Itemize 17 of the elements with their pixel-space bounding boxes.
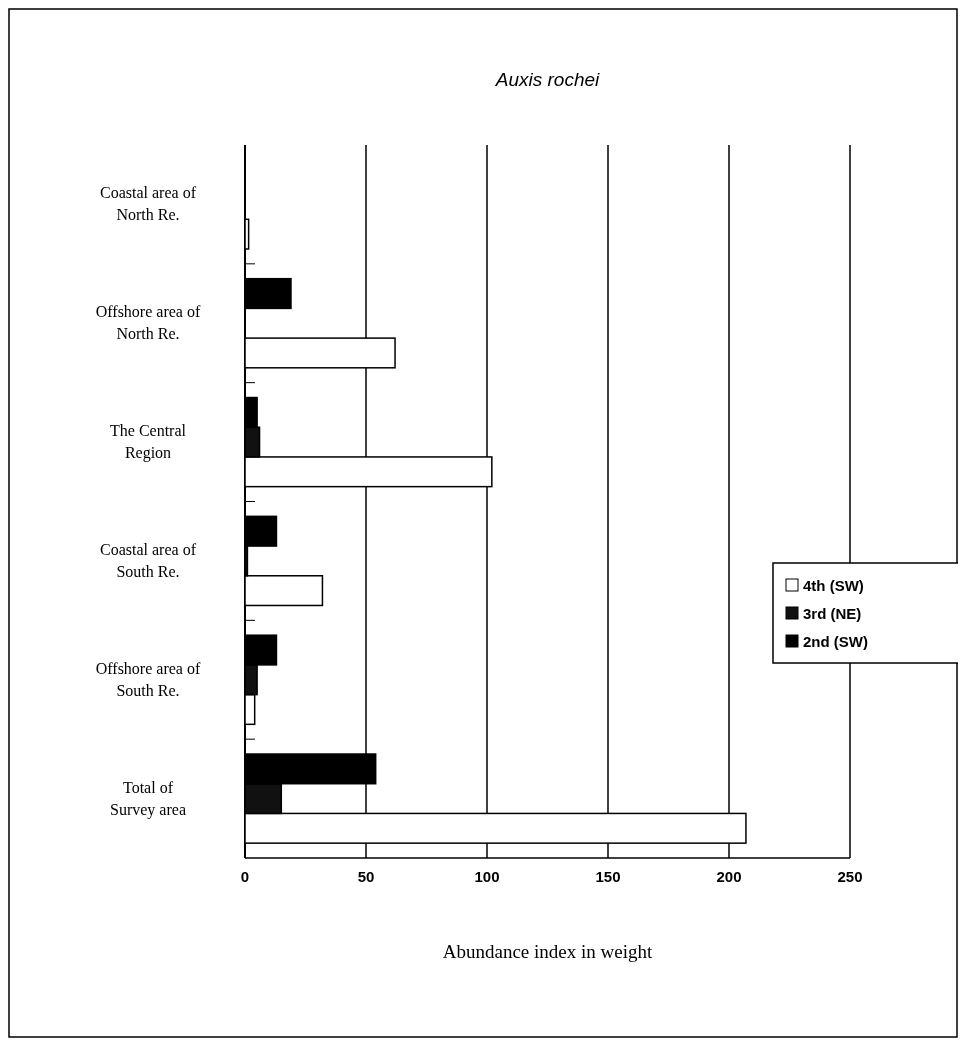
x-tick-label: 150	[595, 868, 621, 885]
legend-label: 4th (SW)	[803, 577, 864, 594]
y-tick-label: Offshore area of North Re.	[95, 303, 201, 343]
x-axis-title: Abundance index in weight	[442, 941, 653, 962]
y-tick-label: Coastal area of North Re.	[100, 184, 197, 224]
x-tick-label: 50	[357, 868, 375, 885]
legend-label: 2nd (SW)	[803, 633, 868, 650]
x-tick-label: 200	[716, 868, 742, 885]
y-tick-label: Total of Survey area	[110, 778, 186, 819]
y-tick-label: Offshore area of South Re.	[95, 659, 201, 699]
legend-label: 3rd (NE)	[803, 605, 862, 622]
chart-title: Auxis rochei	[494, 69, 601, 90]
y-tick-label: Coastal area of South Re.	[100, 540, 197, 580]
x-tick-label: 100	[474, 868, 500, 885]
y-tick-label: The Central Region	[110, 422, 187, 463]
x-tick-label: 250	[837, 868, 863, 885]
x-tick-label: 0	[240, 868, 250, 885]
